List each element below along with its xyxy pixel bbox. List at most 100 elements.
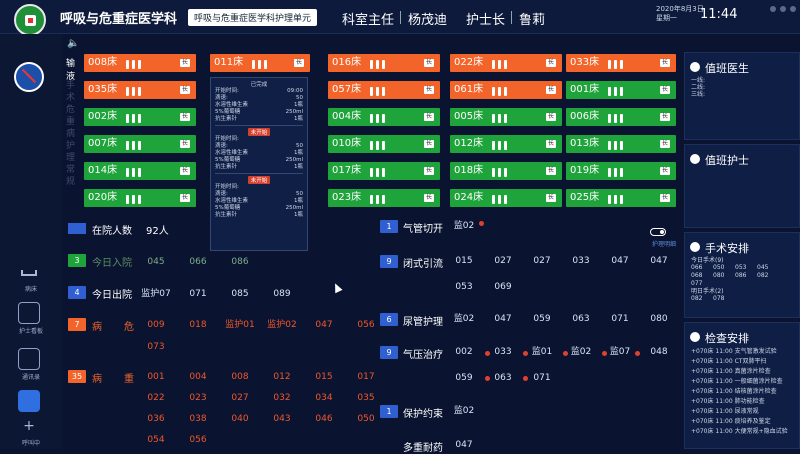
bed-card[interactable]: 007床 长 bbox=[84, 135, 196, 153]
bed-number-chip[interactable]: 046 bbox=[315, 414, 333, 424]
bed-card[interactable]: 022床 长 bbox=[450, 54, 562, 72]
bed-number-chip[interactable]: 监02 bbox=[453, 221, 475, 231]
bed-card[interactable]: 024床 长 bbox=[450, 189, 562, 207]
bed-number-chip[interactable]: 047 bbox=[494, 314, 512, 324]
bed-number-chip[interactable]: 027 bbox=[494, 256, 512, 266]
bed-number-chip[interactable]: 056 bbox=[357, 320, 375, 330]
bed-number-chip[interactable]: 023 bbox=[189, 393, 207, 403]
bed-number-chip[interactable]: 069 bbox=[494, 282, 512, 292]
bed-card[interactable]: 001床 长 bbox=[566, 81, 676, 99]
bed-number-chip[interactable]: 035 bbox=[357, 393, 375, 403]
bed-card[interactable]: 014床 长 bbox=[84, 162, 196, 180]
bed-number-chip[interactable]: 001 bbox=[147, 372, 165, 382]
bed-card[interactable]: 011床 长 bbox=[210, 54, 310, 72]
bed-number-chip[interactable]: 009 bbox=[147, 320, 165, 330]
bed-number-chip[interactable]: 059 bbox=[455, 373, 473, 383]
bed-number-chip[interactable]: 071 bbox=[611, 314, 629, 324]
bed-number-chip[interactable]: 089 bbox=[273, 289, 291, 299]
bed-number-chip[interactable]: 监护07 bbox=[141, 289, 171, 299]
bed-card[interactable]: 033床 长 bbox=[566, 54, 676, 72]
bed-number-chip[interactable]: 002 bbox=[455, 347, 473, 357]
bed-number-chip[interactable]: 063 bbox=[572, 314, 590, 324]
bed-number-chip[interactable]: 048 bbox=[650, 347, 668, 357]
bed-number-chip[interactable]: 监护01 bbox=[225, 320, 255, 330]
bed-number-chip[interactable]: 071 bbox=[533, 373, 551, 383]
bed-number-chip[interactable]: 047 bbox=[611, 256, 629, 266]
nursing-detail-toggle[interactable] bbox=[650, 228, 666, 236]
bed-card[interactable]: 057床 长 bbox=[328, 81, 440, 99]
bed-number-chip[interactable]: 监护02 bbox=[267, 320, 297, 330]
bed-card[interactable]: 010床 长 bbox=[328, 135, 440, 153]
bed-number-chip[interactable]: 045 bbox=[147, 257, 165, 267]
call-icon[interactable]: + bbox=[23, 418, 35, 434]
bed-number-chip[interactable]: 080 bbox=[650, 314, 668, 324]
bed-card[interactable]: 006床 长 bbox=[566, 108, 676, 126]
bed-number-chip[interactable]: 008 bbox=[231, 372, 249, 382]
bed-number-chip[interactable]: 040 bbox=[231, 414, 249, 424]
bed-number-chip[interactable]: 027 bbox=[231, 393, 249, 403]
bed-number-chip[interactable]: 073 bbox=[147, 342, 165, 352]
bed-number-chip[interactable]: 015 bbox=[315, 372, 333, 382]
bed-number-chip[interactable]: 056 bbox=[189, 435, 207, 445]
bed-number-chip[interactable]: 054 bbox=[147, 435, 165, 445]
bed-number-chip[interactable]: 032 bbox=[273, 393, 291, 403]
bed-icon[interactable] bbox=[18, 262, 40, 284]
bed-number-chip[interactable]: 047 bbox=[455, 440, 473, 450]
bed-number-chip[interactable]: 050 bbox=[357, 414, 375, 424]
bed-card[interactable]: 023床 长 bbox=[328, 189, 440, 207]
bed-number-chip[interactable]: 066 bbox=[189, 257, 207, 267]
iv-bottle-icon bbox=[608, 112, 626, 130]
bed-card[interactable]: 008床 长 bbox=[84, 54, 196, 72]
minimize-icon[interactable] bbox=[770, 6, 776, 12]
nursing-unit-select[interactable]: 呼吸与危重症医学科护理单元 bbox=[188, 9, 318, 26]
contacts-icon[interactable] bbox=[18, 348, 40, 370]
bed-number-chip[interactable]: 063 bbox=[494, 373, 512, 383]
bed-number-chip[interactable]: 012 bbox=[273, 372, 291, 382]
bed-number-chip[interactable]: 监01 bbox=[531, 347, 553, 357]
bed-number-chip[interactable]: 033 bbox=[494, 347, 512, 357]
close-icon[interactable] bbox=[790, 6, 796, 12]
bed-card[interactable]: 019床 长 bbox=[566, 162, 676, 180]
bed-number-chip[interactable]: 018 bbox=[189, 320, 207, 330]
bed-card[interactable]: 012床 长 bbox=[450, 135, 562, 153]
bed-number-chip[interactable]: 监02 bbox=[453, 314, 475, 324]
bed-number-chip[interactable]: 017 bbox=[357, 372, 375, 382]
bed-number-chip[interactable]: 059 bbox=[533, 314, 551, 324]
no-nursing-icon[interactable] bbox=[14, 62, 44, 92]
bed-number-chip[interactable]: 监07 bbox=[609, 347, 631, 357]
bed-number-chip[interactable]: 043 bbox=[273, 414, 291, 424]
bed-number-chip[interactable]: 085 bbox=[231, 289, 249, 299]
bed-number-chip[interactable]: 监02 bbox=[453, 406, 475, 416]
bed-card[interactable]: 035床 长 bbox=[84, 81, 196, 99]
bed-number-chip[interactable]: 027 bbox=[533, 256, 551, 266]
speaker-icon[interactable]: 🔈 bbox=[67, 38, 80, 49]
bed-card[interactable]: 025床 长 bbox=[566, 189, 676, 207]
bed-card[interactable]: 002床 长 bbox=[84, 108, 196, 126]
bed-card[interactable]: 004床 长 bbox=[328, 108, 440, 126]
bed-card[interactable]: 016床 长 bbox=[328, 54, 440, 72]
iv-bottle-icon bbox=[126, 193, 144, 211]
message-icon[interactable] bbox=[18, 390, 40, 412]
bed-number-chip[interactable]: 033 bbox=[572, 256, 590, 266]
bed-number-chip[interactable]: 053 bbox=[455, 282, 473, 292]
bed-number-chip[interactable]: 监02 bbox=[570, 347, 592, 357]
bed-number-chip[interactable]: 047 bbox=[315, 320, 333, 330]
bed-card[interactable]: 017床 长 bbox=[328, 162, 440, 180]
bed-number-chip[interactable]: 036 bbox=[147, 414, 165, 424]
bed-card[interactable]: 013床 长 bbox=[566, 135, 676, 153]
bed-card[interactable]: 005床 长 bbox=[450, 108, 562, 126]
clipboard-icon[interactable] bbox=[18, 302, 40, 324]
bed-number-chip[interactable]: 071 bbox=[189, 289, 207, 299]
bed-card[interactable]: 020床 长 bbox=[84, 189, 196, 207]
bed-number-chip[interactable]: 004 bbox=[189, 372, 207, 382]
bed-number-chip[interactable]: 022 bbox=[147, 393, 165, 403]
bed-card[interactable]: 018床 长 bbox=[450, 162, 562, 180]
bed-card[interactable]: 061床 长 bbox=[450, 81, 562, 99]
maximize-icon[interactable] bbox=[780, 6, 786, 12]
bed-number-chip[interactable]: 086 bbox=[231, 257, 249, 267]
bed-number-chip[interactable]: 038 bbox=[189, 414, 207, 424]
nursing-detail-label[interactable]: 护理明细 bbox=[652, 241, 677, 248]
bed-number-chip[interactable]: 047 bbox=[650, 256, 668, 266]
bed-number-chip[interactable]: 034 bbox=[315, 393, 333, 403]
bed-number-chip[interactable]: 015 bbox=[455, 256, 473, 266]
